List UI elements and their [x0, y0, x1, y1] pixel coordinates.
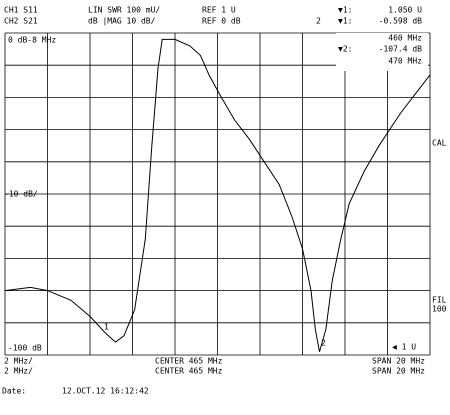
marker2-label: 2 [321, 339, 326, 348]
span-label: SPAN 20 MHz [372, 367, 425, 376]
ch2-format: dB |MAG 10 dB/ [88, 17, 156, 26]
ch2-marker: ▼1: [338, 17, 352, 26]
center-label: CENTER 465 MHz [155, 357, 223, 366]
ch1-marker: ▼1: [338, 6, 352, 15]
marker1-freq: 460 MHz [388, 34, 422, 43]
marker2-value: -107.4 dB [379, 45, 423, 54]
ch1-marker-value: 1.050 U [388, 6, 422, 15]
ch1-ref: REF 1 U [202, 6, 236, 15]
ch2-label: CH2 S21 [4, 17, 38, 26]
div-label: 2 MHz/ [4, 367, 33, 376]
ch2-ref: REF 0 dB [202, 17, 241, 26]
ref-label: 0 dB-8 MHz [8, 36, 56, 45]
fil-label: FIL [432, 296, 447, 305]
marker-box [336, 33, 428, 71]
span-label: SPAN 20 MHz [372, 357, 425, 366]
fil-number: 100 [432, 305, 447, 314]
marker2-freq: 470 MHz [388, 57, 422, 66]
ch1-format: LIN SWR 100 mU/ [88, 6, 160, 15]
date: 12.OCT.12 16:12:42 [62, 387, 149, 396]
marker2-label: ▼2: [338, 45, 352, 54]
date-label: Date: [2, 387, 26, 396]
div-label: 2 MHz/ [4, 357, 33, 366]
bottom-label: -100 dB [8, 344, 42, 353]
scale-indicator: ◀ 1 U [392, 343, 416, 352]
marker1-label: 1 [104, 323, 109, 332]
trace [4, 38, 431, 352]
ch1-label: CH1 S11 [4, 6, 38, 15]
scale-label: -10 dB/ [4, 190, 38, 199]
cal-label: CAL [432, 139, 447, 148]
center-label: CENTER 465 MHz [155, 367, 223, 376]
ch2-number: 2 [316, 17, 321, 26]
ch2-marker-value: -0.598 dB [379, 17, 423, 26]
